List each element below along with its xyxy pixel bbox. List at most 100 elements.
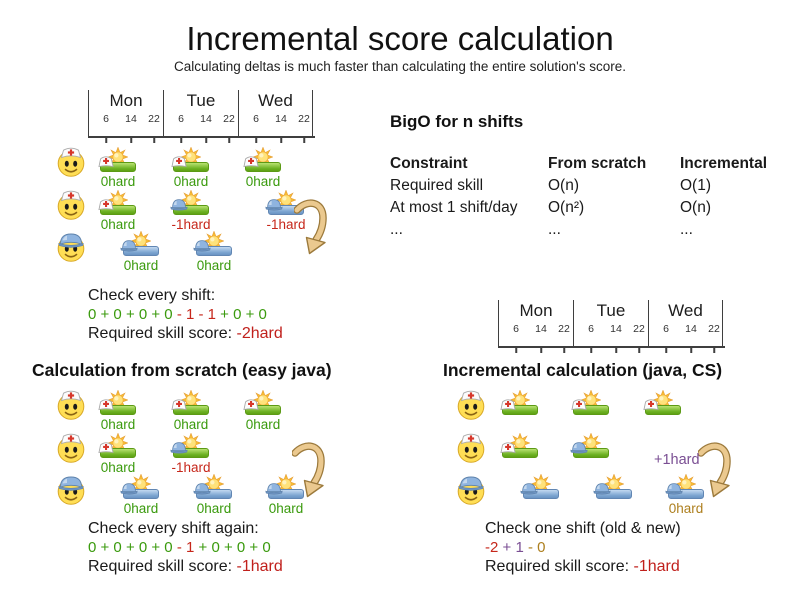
- sum-term: - 0: [523, 539, 546, 556]
- timeline-tick: [205, 136, 207, 143]
- timeline-tick: [153, 136, 155, 143]
- sum-term: -2: [485, 539, 499, 556]
- score-value: -2hard: [236, 325, 283, 342]
- shift-blue: 0hard: [193, 474, 236, 516]
- sum-term: + 0 + 0 + 0: [194, 539, 271, 556]
- diagram-incremental: 0hard +1hard: [440, 388, 775, 520]
- helmet-icon: [170, 442, 188, 454]
- bigo-column-header: Constraint: [390, 155, 468, 172]
- timeline-hour-label: 6: [513, 323, 519, 335]
- builder-avatar: [57, 233, 85, 262]
- timeline-tick: [638, 346, 640, 353]
- shift-blue: [520, 474, 563, 516]
- shift-bar: [645, 405, 681, 415]
- helmet-icon: [593, 483, 611, 495]
- helmet-icon: [193, 483, 211, 495]
- shift-bar: [100, 205, 136, 215]
- sun-icon: [108, 433, 128, 453]
- sum-term: + 0 + 0: [216, 306, 267, 323]
- score-line: Required skill score: -2hard: [88, 324, 283, 343]
- shift-green: -1hard: [170, 190, 213, 232]
- score-sum: 0 + 0 + 0 + 0 - 1 - 1 + 0 + 0: [88, 305, 283, 324]
- sun-icon: [108, 390, 128, 410]
- timeline-tick: [130, 136, 132, 143]
- shift-blue: [593, 474, 636, 516]
- timeline-tick: [303, 136, 305, 143]
- timeline-hour-label: 22: [558, 323, 570, 335]
- shift-bar: [123, 489, 159, 499]
- shift-bar: [268, 489, 304, 499]
- timeline-day-label: Tue: [186, 91, 216, 110]
- diagram-from-scratch: 0hard 0hard 0hard 0hard: [40, 388, 375, 520]
- sun-icon: [531, 474, 551, 494]
- timeline-day-label: Wed: [258, 91, 293, 110]
- sum-term: - 1: [172, 539, 195, 556]
- nurse-hat-icon: [98, 156, 114, 168]
- nurse-avatar: [457, 390, 485, 420]
- timeline-tick: [713, 346, 715, 353]
- sum-term: 0 + 0 + 0 + 0: [88, 306, 173, 323]
- shift-green: [570, 433, 613, 475]
- timeline-hour-label: 14: [535, 323, 547, 335]
- nurse-hat-icon: [243, 156, 259, 168]
- shift-green: 0hard: [98, 147, 140, 189]
- bigo-column-header: From scratch: [548, 155, 647, 172]
- shift-score-label: 0hard: [268, 501, 304, 516]
- shift-score-label: -1hard: [171, 217, 211, 232]
- check-block-incremental: Check one shift (old & new) -2 + 1 - 0 R…: [485, 519, 681, 576]
- sun-icon: [253, 147, 273, 167]
- nurse-hat-icon: [571, 399, 587, 411]
- nurse-avatar: [57, 190, 85, 220]
- shift-bar: [196, 246, 232, 256]
- shift-score-label: -1hard: [171, 460, 211, 475]
- shift-blue: -1hard: [265, 190, 308, 232]
- timeline-hour-label: 14: [685, 323, 697, 335]
- shift-blue: 0hard: [193, 231, 236, 273]
- timeline-day-wed: Wed 6 14 22: [238, 90, 313, 143]
- shift-bar: [100, 448, 136, 458]
- shift-score-label: 0hard: [123, 258, 159, 273]
- shift-bar: [173, 405, 209, 415]
- shift-green: 0hard: [98, 390, 140, 432]
- nurse-hat-icon: [643, 399, 659, 411]
- bigo-cell: ...: [680, 221, 693, 238]
- shift-green: 0hard: [98, 190, 140, 232]
- timeline-hour-label: 6: [588, 323, 594, 335]
- timeline-hour-label: 22: [298, 113, 310, 125]
- timeline-tick: [255, 136, 257, 143]
- timeline-hour-label: 6: [663, 323, 669, 335]
- timeline-day-mon: Mon 6 14 22: [498, 300, 573, 353]
- shift-bar: [523, 489, 559, 499]
- bigo-cell: ...: [390, 221, 403, 238]
- shift-bar: [173, 448, 209, 458]
- bigo-table: Constraint From scratch Incremental Require…: [390, 153, 800, 241]
- shift-score-label: 0hard: [668, 501, 704, 516]
- nurse-hat-icon: [98, 399, 114, 411]
- timeline-day-label: Tue: [596, 301, 626, 320]
- bigo-cell: O(n²): [548, 199, 585, 216]
- shift-bar: [573, 448, 609, 458]
- helmet-icon: [120, 483, 138, 495]
- builder-avatar: [57, 476, 85, 505]
- score-value: -1hard: [236, 558, 283, 575]
- helmet-icon: [265, 199, 283, 211]
- heading-incremental-calculation: Incremental calculation (java, CS): [443, 360, 723, 380]
- sun-icon: [510, 390, 530, 410]
- shift-green: [500, 390, 542, 432]
- helmet-icon: [570, 442, 588, 454]
- shift-bar: [245, 405, 281, 415]
- move-arrow-icon: [293, 199, 327, 255]
- score-line: Required skill score: -1hard: [88, 557, 283, 576]
- check-line: Check every shift again:: [88, 520, 259, 537]
- timeline-tick: [590, 346, 592, 353]
- shift-bar: [123, 246, 159, 256]
- bigo-column-header: Incremental: [680, 155, 768, 172]
- shift-score-label: 0hard: [100, 417, 136, 432]
- score-label: Required skill score:: [88, 325, 237, 342]
- timeline-day-tue: Tue 6 14 22: [163, 90, 238, 143]
- shift-bar: [100, 162, 136, 172]
- timeline-tick: [105, 136, 107, 143]
- shift-bar: [245, 162, 281, 172]
- heading-calculation-from-scratch: Calculation from scratch (easy java): [32, 360, 332, 380]
